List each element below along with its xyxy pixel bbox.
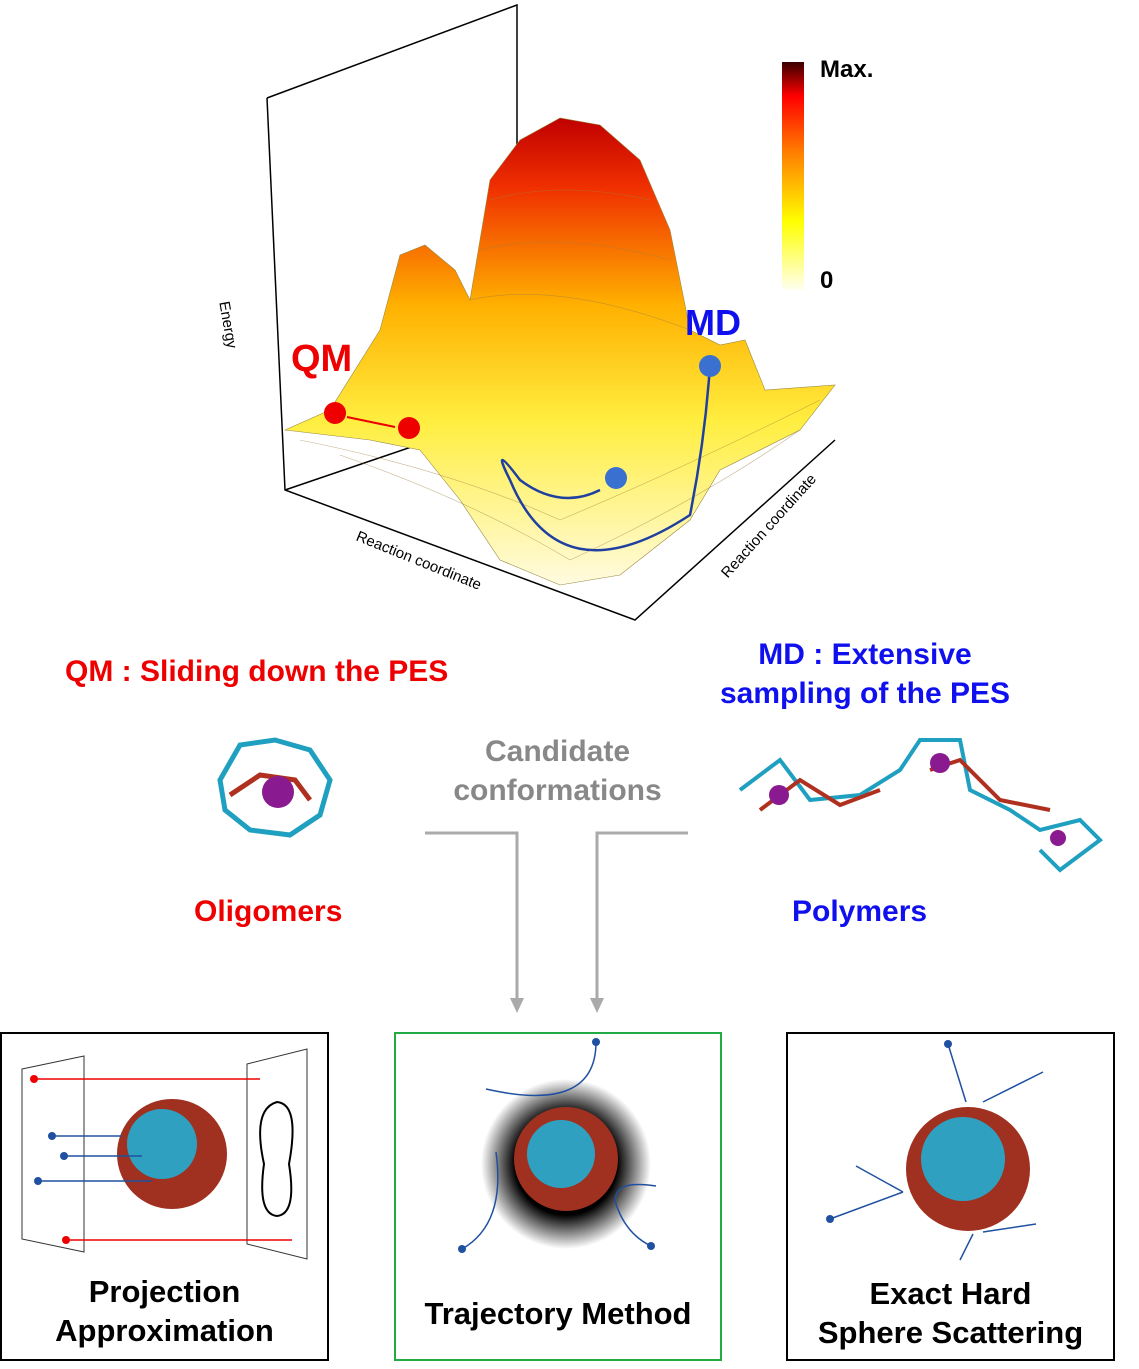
md-heading-line2: sampling of the PES <box>719 677 1011 710</box>
right-flow-arrow <box>595 831 688 1000</box>
colorbar-min-label: 0 <box>820 267 834 294</box>
colorbar <box>782 62 804 290</box>
candidate-line1: Candidate <box>484 735 631 768</box>
md-heading: MD : Extensive sampling of the PES <box>700 635 1030 713</box>
exact-hard-sphere-panel: Exact Hard Sphere Scattering <box>786 1032 1115 1361</box>
projection-approximation-panel: Projection Approximation <box>0 1032 329 1361</box>
md-point-1 <box>605 467 627 489</box>
oligomers-label: Oligomers <box>194 895 343 928</box>
trajectory-label: Trajectory Method <box>424 1296 692 1331</box>
trajectory-method-panel: Trajectory Method <box>394 1032 722 1361</box>
qm-start-point <box>324 402 346 424</box>
colorbar-max-label: Max. <box>820 56 874 83</box>
qm-label: QM <box>291 338 353 380</box>
molecule-illustrations <box>217 737 1104 873</box>
left-flow-arrow <box>425 831 519 1000</box>
qm-arrow <box>346 416 396 428</box>
hard-sphere-illustration <box>826 1040 1044 1261</box>
flow-arrows <box>425 831 688 1013</box>
oligomer-molecule <box>217 737 333 838</box>
qm-end-point <box>398 417 420 439</box>
candidate-line2: conformations <box>453 774 662 807</box>
projection-label-line2: Approximation <box>55 1313 274 1348</box>
pes-surface-plot <box>266 3 836 621</box>
trajectory-illustration <box>458 1038 657 1253</box>
qm-heading: QM : Sliding down the PES <box>65 655 449 688</box>
md-label: MD <box>685 302 741 343</box>
surface-grid <box>299 189 821 561</box>
hard-sphere-label-line2: Sphere Scattering <box>817 1315 1084 1350</box>
md-trajectory <box>500 364 712 552</box>
projection-label-line1: Projection <box>88 1274 241 1309</box>
polymer-molecule <box>738 738 1104 873</box>
md-heading-line1: MD : Extensive <box>758 638 972 671</box>
candidate-conformations-label: Candidate conformations <box>420 732 695 810</box>
md-point-2 <box>699 355 721 377</box>
polymers-label: Polymers <box>792 895 928 928</box>
projection-illustration <box>21 1048 308 1260</box>
back-wall <box>266 3 518 150</box>
hard-sphere-label-line1: Exact Hard <box>869 1276 1032 1311</box>
